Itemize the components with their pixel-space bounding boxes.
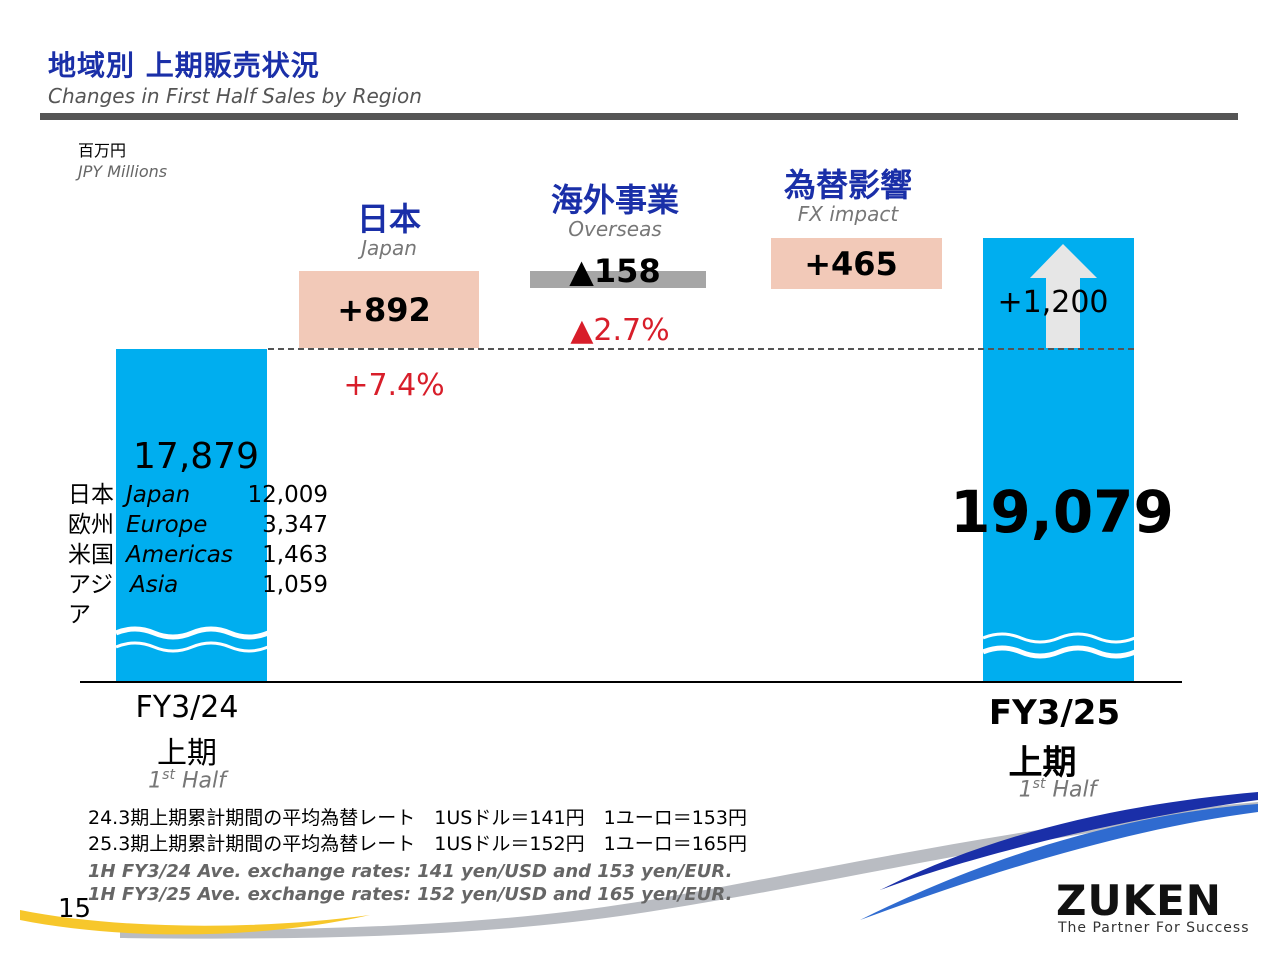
fx-note-jp-2: 25.3期上期累計期間の平均為替レート 1USドル＝152円 1ユーロ＝165円	[88, 833, 747, 855]
step-name-en-japan: Japan	[361, 236, 417, 260]
fx-note-en-2: 1H FY3/25 Ave. exchange rates: 152 yen/U…	[88, 884, 733, 905]
step-bar-overseas	[530, 271, 706, 288]
breakdown-jp: 日本	[68, 482, 114, 508]
step-value-japan: +892	[337, 291, 431, 329]
up-arrow-icon	[1030, 244, 1097, 348]
page-subtitle: Changes in First Half Sales by Region	[48, 84, 422, 108]
breakdown-row: アジア Asia 1,059	[68, 570, 328, 630]
header-rule	[40, 113, 1238, 120]
logo-tagline: The Partner For Success	[1058, 920, 1250, 936]
breakdown-jp: 欧州	[68, 512, 114, 538]
unit-label-jp: 百万円	[78, 141, 127, 160]
start-value-label: 17,879	[133, 436, 259, 477]
fx-note-jp-1: 24.3期上期累計期間の平均為替レート 1USドル＝141円 1ユーロ＝153円	[88, 807, 747, 829]
axis-break-icon	[116, 626, 267, 653]
step-bar-japan	[299, 271, 479, 348]
end-bar	[983, 238, 1134, 682]
end-category-line1: FY3/25	[988, 693, 1121, 733]
page-number: 15	[58, 894, 92, 924]
step-name-en-fx: FX impact	[797, 202, 899, 226]
start-bar	[116, 349, 267, 682]
start-category-line2: 上期	[157, 736, 217, 771]
start-category-half: 1st Half	[148, 767, 226, 794]
step-pct-overseas: ▲2.7%	[570, 313, 670, 348]
step-value-overseas: ▲158	[569, 252, 661, 290]
breakdown-value: 1,059	[262, 572, 328, 598]
breakdown-value: 12,009	[247, 482, 328, 508]
x-axis	[80, 681, 1182, 683]
baseline-dashed-line	[268, 348, 1134, 350]
breakdown-en: Japan	[126, 482, 191, 508]
breakdown-row: 日本 Japan 12,009	[68, 480, 328, 510]
end-value-label: 19,079	[950, 478, 1174, 546]
breakdown-jp: アジア	[68, 572, 114, 628]
step-name-overseas: 海外事業	[550, 181, 679, 219]
step-name-fx: 為替影響	[783, 166, 912, 204]
breakdown-jp: 米国	[68, 542, 114, 568]
breakdown-en: Americas	[126, 542, 233, 568]
axis-break-icon	[983, 632, 1134, 659]
page-title: 地域別 上期販売状況	[48, 49, 320, 82]
step-name-en-overseas: Overseas	[568, 217, 662, 241]
end-category-half: 1st Half	[1018, 776, 1097, 803]
step-value-fx: +465	[804, 245, 898, 283]
fx-note-en-1: 1H FY3/24 Ave. exchange rates: 141 yen/U…	[88, 861, 733, 882]
breakdown-value: 3,347	[262, 512, 328, 538]
step-name-japan: 日本	[356, 200, 421, 238]
breakdown-value: 1,463	[262, 542, 328, 568]
step-bar-fx	[771, 238, 942, 289]
breakdown-list: 日本 Japan 12,009 欧州 Europe 3,347 米国 Americas 1,…	[68, 480, 328, 630]
zuken-logo: ZUKEN	[1056, 876, 1222, 925]
breakdown-en: Europe	[126, 512, 208, 538]
decorative-swoosh	[20, 792, 1258, 939]
start-category-line1: FY3/24	[135, 690, 239, 725]
breakdown-row: 欧州 Europe 3,347	[68, 510, 328, 540]
total-change-label: +1,200	[997, 285, 1109, 320]
breakdown-en: Asia	[130, 572, 179, 598]
unit-label-en: JPY Millions	[78, 162, 168, 181]
end-category-line2: 上期	[1008, 743, 1077, 783]
step-pct-japan: +7.4%	[343, 368, 445, 403]
breakdown-row: 米国 Americas 1,463	[68, 540, 328, 570]
